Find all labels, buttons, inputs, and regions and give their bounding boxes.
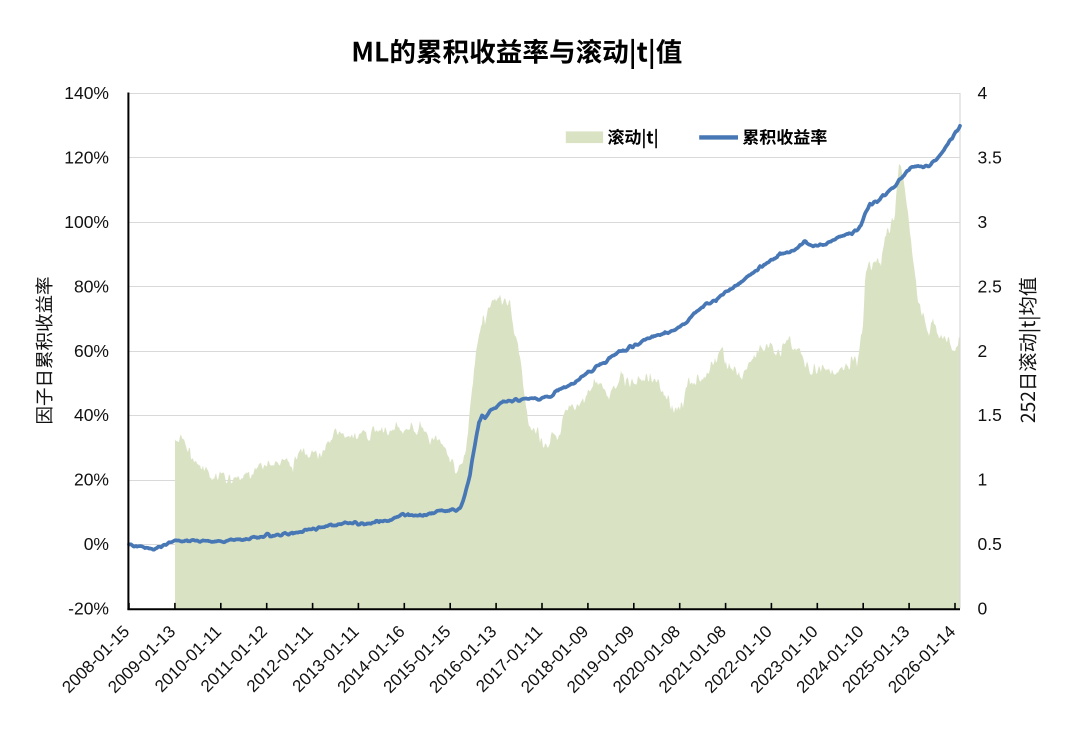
svg-text:1: 1 (978, 470, 988, 490)
svg-text:1.5: 1.5 (978, 405, 1002, 425)
svg-text:3.5: 3.5 (978, 147, 1002, 167)
svg-text:4: 4 (978, 83, 988, 103)
svg-text:2: 2 (978, 341, 988, 361)
svg-text:60%: 60% (74, 341, 109, 361)
svg-text:3: 3 (978, 212, 988, 232)
svg-text:-20%: -20% (68, 599, 109, 619)
svg-text:0%: 0% (84, 534, 109, 554)
svg-text:140%: 140% (64, 83, 109, 103)
svg-text:100%: 100% (64, 212, 109, 232)
svg-text:20%: 20% (74, 470, 109, 490)
svg-text:80%: 80% (74, 276, 109, 296)
svg-text:0: 0 (978, 599, 988, 619)
svg-text:40%: 40% (74, 405, 109, 425)
svg-text:120%: 120% (64, 147, 109, 167)
svg-text:0.5: 0.5 (978, 534, 1002, 554)
svg-text:2.5: 2.5 (978, 276, 1002, 296)
